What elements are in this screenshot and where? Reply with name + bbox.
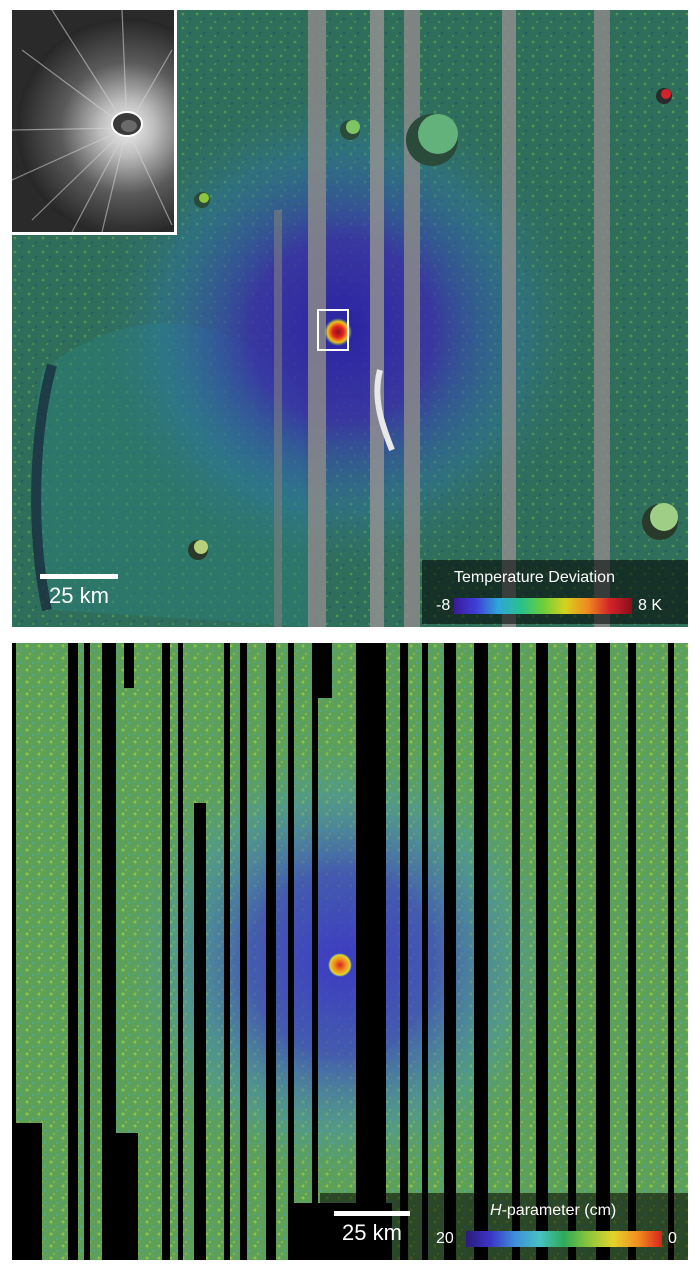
h-parameter-colorbar bbox=[466, 1231, 662, 1247]
scale-bar-top: 25 km bbox=[38, 574, 120, 609]
legend-max-label: 8 K bbox=[638, 597, 663, 614]
scale-bar-bottom: 25 km bbox=[332, 1211, 412, 1246]
legend-title: Temperature Deviation bbox=[454, 569, 615, 586]
temperature-map-image bbox=[12, 10, 688, 627]
legend-max-label: 0 bbox=[668, 1230, 677, 1247]
legend-title: H-parameter (cm) bbox=[490, 1202, 616, 1220]
legend-title-rest: -parameter (cm) bbox=[501, 1202, 617, 1219]
scale-bar-label: 25 km bbox=[342, 1220, 402, 1245]
scale-bar-line bbox=[40, 574, 118, 579]
h-parameter-map: 25 km H-parameter (cm) 20 0 bbox=[12, 643, 688, 1260]
region-of-interest-box bbox=[317, 309, 349, 351]
h-parameter-legend: H-parameter (cm) 20 0 bbox=[422, 1193, 688, 1260]
crater-inset-image bbox=[12, 10, 177, 235]
h-parameter-legend-backdrop bbox=[320, 1193, 688, 1260]
scale-bar-label: 25 km bbox=[49, 583, 109, 608]
h-parameter-map-image bbox=[12, 643, 688, 1260]
temperature-deviation-map: 25 km Temperature Deviation -8 8 K bbox=[12, 10, 688, 627]
legend-min-label: -8 bbox=[436, 597, 451, 614]
legend-title-italic: H bbox=[490, 1202, 502, 1219]
scale-bar-line bbox=[334, 1211, 410, 1216]
temperature-legend: Temperature Deviation -8 8 K bbox=[422, 560, 688, 624]
legend-min-label: 20 bbox=[436, 1230, 454, 1247]
temperature-colorbar bbox=[454, 598, 632, 614]
